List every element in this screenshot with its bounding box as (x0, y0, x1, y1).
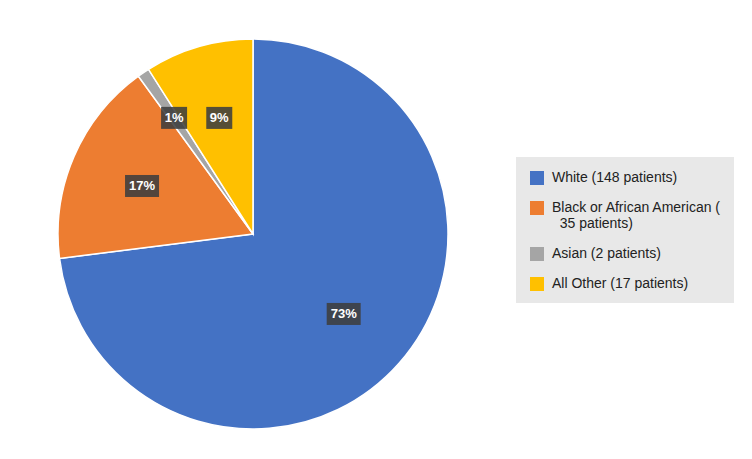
svg-text:73%: 73% (331, 306, 357, 321)
html-text:All Other (17 patients): All Other (17 patients) (551, 274, 689, 291)
html-text:Black or African American (: Black or African American ( (551, 198, 720, 215)
svg-text:9%: 9% (210, 110, 229, 125)
svg-text:1%: 1% (165, 110, 184, 125)
svg-text:17%: 17% (129, 178, 155, 193)
html-text:Asian (2 patients): Asian (2 patients) (551, 244, 661, 261)
html-text:35 patients): 35 patients) (551, 214, 633, 231)
html-text:White (148 patients): White (148 patients) (551, 168, 678, 185)
